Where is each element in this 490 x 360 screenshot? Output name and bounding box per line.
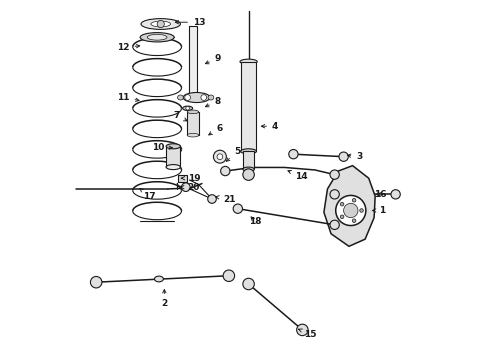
Text: 15: 15 <box>298 329 317 339</box>
Ellipse shape <box>183 106 193 111</box>
Ellipse shape <box>243 167 254 171</box>
Circle shape <box>330 170 339 179</box>
Circle shape <box>391 190 400 199</box>
Ellipse shape <box>140 33 174 42</box>
Text: 11: 11 <box>117 93 139 102</box>
Text: 20: 20 <box>181 183 199 192</box>
Text: 12: 12 <box>117 43 140 52</box>
Circle shape <box>339 152 348 161</box>
Circle shape <box>352 219 356 222</box>
Ellipse shape <box>147 35 167 40</box>
Text: 18: 18 <box>248 217 261 226</box>
Ellipse shape <box>166 165 180 170</box>
Circle shape <box>352 198 356 202</box>
Circle shape <box>330 220 339 229</box>
Text: 21: 21 <box>216 194 235 203</box>
Ellipse shape <box>183 93 210 103</box>
Text: 7: 7 <box>173 111 187 121</box>
Ellipse shape <box>187 134 199 137</box>
Circle shape <box>214 150 226 163</box>
Ellipse shape <box>208 95 214 100</box>
Ellipse shape <box>141 19 180 30</box>
Text: 1: 1 <box>372 206 386 215</box>
Bar <box>243 150 254 169</box>
Text: 14: 14 <box>288 171 308 181</box>
Ellipse shape <box>241 149 256 154</box>
Circle shape <box>296 324 308 336</box>
Text: 10: 10 <box>152 143 172 152</box>
Polygon shape <box>324 166 375 246</box>
Circle shape <box>340 202 344 206</box>
Text: 5: 5 <box>226 147 241 161</box>
Ellipse shape <box>177 95 183 100</box>
Text: 8: 8 <box>205 96 221 107</box>
Circle shape <box>343 203 358 218</box>
Bar <box>189 26 197 98</box>
Circle shape <box>186 107 190 110</box>
Circle shape <box>330 190 339 199</box>
Circle shape <box>208 195 216 203</box>
Circle shape <box>157 21 164 28</box>
Circle shape <box>201 95 207 100</box>
Ellipse shape <box>151 21 171 27</box>
Circle shape <box>340 215 344 219</box>
Circle shape <box>181 183 190 192</box>
Text: 17: 17 <box>140 189 155 201</box>
Text: 19: 19 <box>181 174 200 183</box>
Circle shape <box>233 204 243 213</box>
Bar <box>187 112 199 135</box>
Text: 3: 3 <box>347 152 363 161</box>
Text: 13: 13 <box>175 18 205 27</box>
Circle shape <box>185 95 191 100</box>
Ellipse shape <box>240 59 257 64</box>
Ellipse shape <box>187 110 199 114</box>
Text: 4: 4 <box>261 122 278 131</box>
Text: 2: 2 <box>161 289 168 308</box>
Bar <box>241 62 256 151</box>
Text: 9: 9 <box>205 54 221 64</box>
Text: 16: 16 <box>374 190 387 199</box>
Ellipse shape <box>154 276 164 282</box>
Circle shape <box>223 270 235 282</box>
Text: 6: 6 <box>209 123 222 135</box>
Circle shape <box>289 149 298 159</box>
Circle shape <box>243 278 254 290</box>
Circle shape <box>217 154 223 159</box>
Bar <box>166 146 180 167</box>
Circle shape <box>360 209 364 212</box>
Circle shape <box>336 195 366 226</box>
Ellipse shape <box>166 144 180 149</box>
Circle shape <box>243 169 254 180</box>
Circle shape <box>220 166 230 176</box>
Circle shape <box>91 276 102 288</box>
Bar <box>178 175 187 182</box>
